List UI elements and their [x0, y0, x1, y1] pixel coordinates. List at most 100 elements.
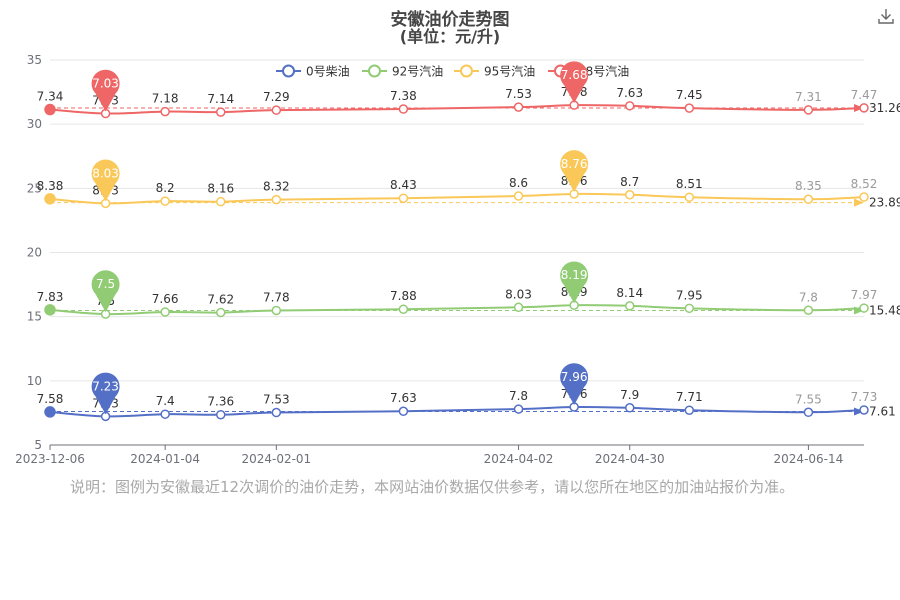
data-point [271, 407, 282, 418]
data-point [215, 307, 226, 318]
data-label: 7.58 [37, 392, 64, 406]
data-point [44, 103, 56, 116]
download-icon[interactable] [876, 6, 896, 26]
max-value-pin: 8.76 [560, 150, 589, 192]
data-label: 7.63 [390, 391, 417, 405]
average-label: 15.48 [869, 304, 900, 318]
x-tick-label: 2024-04-02 [484, 452, 554, 466]
pin-label: 7.96 [561, 370, 588, 384]
pin-label: 8.76 [561, 157, 588, 171]
data-label: 7.55 [795, 392, 822, 406]
max-value-pin: 7.68 [560, 61, 589, 104]
data-point [398, 304, 409, 314]
data-label: 7.53 [263, 393, 290, 407]
data-label: 7.88 [390, 289, 417, 303]
pin-shape [91, 159, 120, 202]
y-tick-label: 5 [34, 438, 42, 452]
chart-note: 说明：图例为安徽最近12次调价的油价走势，本网站油价数据仅供参考，请以您所在地区… [70, 478, 795, 496]
data-point [859, 303, 869, 313]
data-point [624, 101, 635, 111]
pin-label: 8.03 [92, 166, 119, 180]
max-value-pin: 8.19 [560, 261, 589, 304]
data-label: 7.63 [616, 86, 643, 100]
legend-marker [460, 64, 473, 78]
data-label: 8.51 [676, 177, 703, 191]
data-label: 7.9 [620, 388, 639, 402]
data-point [513, 302, 524, 313]
data-label: 7.71 [676, 390, 703, 404]
data-label: 8.2 [156, 181, 175, 195]
min-value-pin: 7.03 [91, 69, 120, 112]
x-tick-label: 2024-02-01 [241, 452, 311, 466]
data-label: 7.36 [207, 395, 234, 409]
x-tick-label: 2024-01-04 [130, 452, 200, 466]
data-label: 8.35 [795, 179, 822, 193]
data-point [624, 403, 635, 413]
data-point [513, 102, 524, 112]
data-point [398, 406, 409, 416]
data-label: 7.4 [156, 394, 175, 408]
legend-label: 92号汽油 [392, 64, 443, 79]
y-tick-label: 30 [27, 117, 42, 131]
data-point [398, 104, 409, 114]
pin-shape [91, 372, 120, 415]
pin-label: 8.19 [561, 268, 588, 282]
data-label: 8.32 [263, 180, 290, 194]
data-label: 8.52 [851, 177, 878, 191]
data-point [684, 103, 695, 113]
data-label: 7.34 [37, 90, 64, 104]
data-point [398, 193, 409, 203]
x-tick-label: 2024-04-30 [595, 452, 665, 466]
data-point [513, 404, 524, 414]
y-tick-label: 35 [27, 53, 42, 67]
min-value-pin: 7.5 [91, 270, 120, 313]
pin-shape [91, 270, 120, 313]
average-arrow [854, 198, 864, 207]
pin-shape [560, 61, 589, 104]
pin-shape [91, 69, 120, 112]
y-tick-label: 25 [27, 181, 42, 195]
data-point [624, 301, 635, 311]
legend-marker [282, 64, 295, 78]
data-point [859, 192, 869, 202]
series-line [49, 192, 865, 205]
average-label: 31.26 [869, 101, 900, 115]
legend-marker [368, 64, 381, 78]
data-point [160, 307, 170, 317]
pin-label: 7.68 [561, 68, 588, 82]
data-point [44, 304, 56, 316]
data-point [803, 105, 814, 115]
pin-shape [560, 363, 589, 406]
data-point [803, 194, 814, 204]
data-label: 7.62 [207, 293, 234, 307]
data-label: 7.8 [799, 290, 818, 304]
pin-label: 7.5 [96, 277, 115, 291]
data-point [160, 196, 170, 206]
data-label: 7.29 [263, 90, 290, 104]
data-label: 7.14 [207, 92, 234, 106]
y-tick-label: 15 [27, 310, 42, 324]
data-label: 7.45 [676, 88, 703, 102]
data-label: 7.78 [263, 291, 290, 305]
data-label: 7.53 [505, 87, 532, 101]
data-point [44, 406, 56, 418]
data-label: 8.43 [390, 178, 417, 192]
data-point [684, 405, 695, 415]
pin-label: 7.23 [92, 379, 119, 393]
data-label: 7.47 [851, 88, 878, 102]
data-point [624, 190, 635, 200]
data-label: 7.66 [152, 292, 179, 306]
data-point [271, 305, 282, 316]
data-point [215, 409, 226, 420]
data-label: 7.38 [390, 89, 417, 103]
data-label: 8.03 [505, 287, 532, 301]
legend-label: 95号汽油 [484, 64, 535, 79]
legend-label: 98号汽油 [578, 64, 629, 79]
data-point [859, 103, 869, 113]
data-point [160, 409, 170, 419]
series-line [49, 104, 865, 115]
y-tick-label: 20 [27, 246, 42, 260]
data-point [684, 192, 695, 202]
average-label: 7.61 [869, 405, 896, 419]
